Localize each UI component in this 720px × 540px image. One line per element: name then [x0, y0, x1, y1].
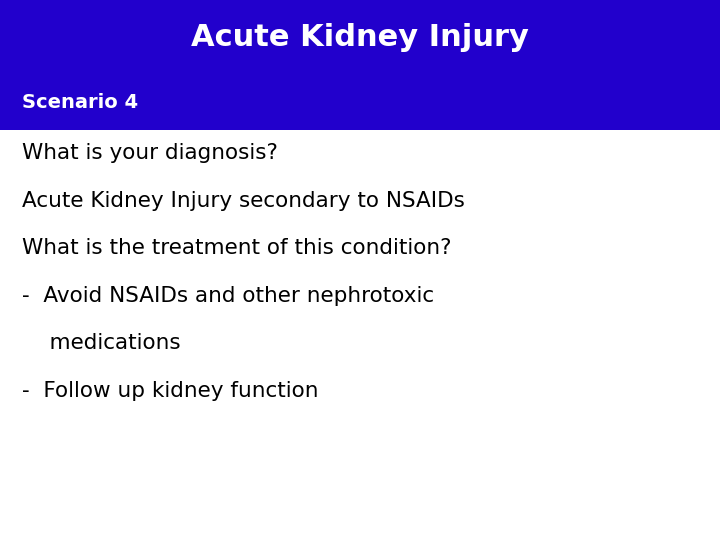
Text: Acute Kidney Injury: Acute Kidney Injury — [191, 23, 529, 52]
Text: medications: medications — [22, 333, 180, 353]
Text: What is the treatment of this condition?: What is the treatment of this condition? — [22, 238, 451, 258]
Text: What is your diagnosis?: What is your diagnosis? — [22, 143, 277, 163]
FancyBboxPatch shape — [0, 0, 720, 76]
Text: Scenario 4: Scenario 4 — [22, 93, 138, 112]
Text: -  Avoid NSAIDs and other nephrotoxic: - Avoid NSAIDs and other nephrotoxic — [22, 286, 433, 306]
Text: Acute Kidney Injury secondary to NSAIDs: Acute Kidney Injury secondary to NSAIDs — [22, 191, 464, 211]
FancyBboxPatch shape — [0, 76, 720, 130]
Text: -  Follow up kidney function: - Follow up kidney function — [22, 381, 318, 401]
